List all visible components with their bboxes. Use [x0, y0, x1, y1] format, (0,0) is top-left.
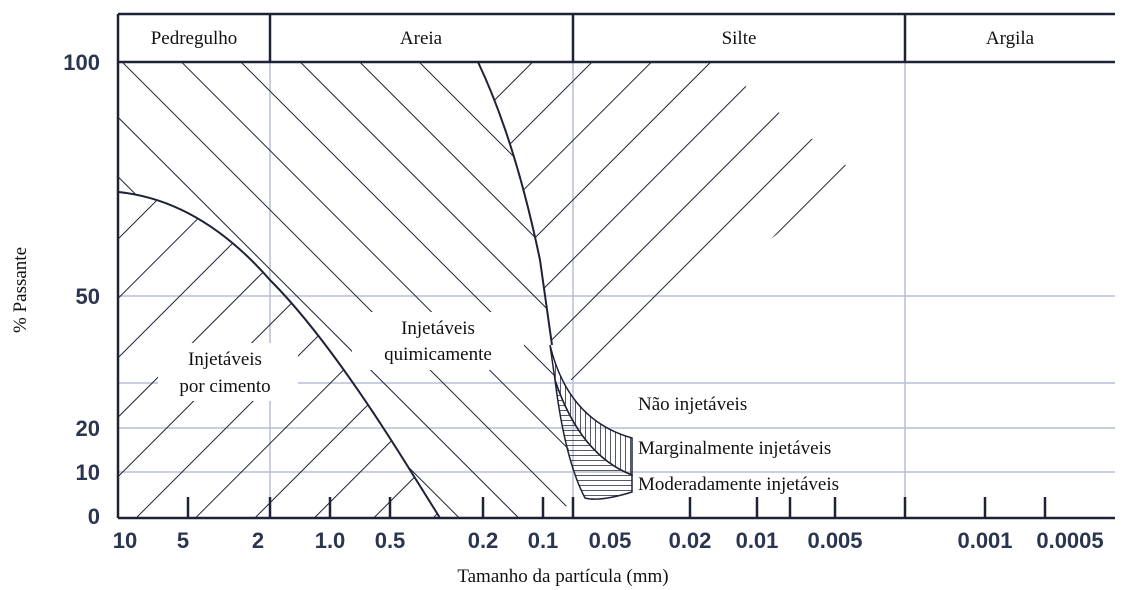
- y-labels: 100 50 20 10 0 % Passante: [10, 50, 100, 529]
- header: Pedregulho Areia Silte Argila: [151, 28, 1035, 49]
- not-zone: [478, 62, 858, 380]
- zones: [117, 61, 858, 519]
- zone-label: Areia: [400, 28, 443, 49]
- y-label: 20: [76, 416, 100, 441]
- x-label: 0.02: [669, 528, 712, 553]
- x-label: 0.1: [528, 528, 559, 553]
- region-labels: Injetáveis por cimento Injetáveis quimic…: [158, 312, 839, 495]
- x-label: 0.0005: [1036, 528, 1103, 553]
- x-title: Tamanho da partícula (mm): [457, 566, 668, 587]
- zone-label: Argila: [986, 28, 1035, 49]
- x-labels: 10 5 2 1.0 0.5 0.2 0.1 0.05 0.02 0.01 0.…: [113, 528, 1104, 587]
- x-label: 5: [177, 528, 189, 553]
- x-label: 0.2: [468, 528, 499, 553]
- x-label: 0.05: [589, 528, 632, 553]
- zone-label: Pedregulho: [151, 28, 238, 49]
- region-label: por cimento: [179, 376, 270, 397]
- x-label: 0.001: [957, 528, 1012, 553]
- x-label: 2: [252, 528, 264, 553]
- y-label: 0: [88, 504, 100, 529]
- y-label: 50: [76, 284, 100, 309]
- region-label: Injetáveis: [401, 318, 475, 339]
- y-title: % Passante: [10, 247, 31, 333]
- region-label: Moderadamente injetáveis: [638, 474, 839, 495]
- label-bg: [158, 343, 298, 401]
- region-label: Marginalmente injetáveis: [638, 438, 831, 459]
- x-label: 10: [113, 528, 137, 553]
- label-bg: [352, 312, 524, 370]
- x-label: 0.5: [375, 528, 406, 553]
- x-label: 0.01: [736, 528, 779, 553]
- x-label: 1.0: [315, 528, 346, 553]
- y-label: 10: [76, 460, 100, 485]
- region-label: quimicamente: [384, 344, 492, 365]
- moderate-zone: [554, 379, 633, 500]
- x-label: 0.005: [807, 528, 862, 553]
- boundary: [117, 61, 553, 519]
- zone-label: Silte: [722, 28, 757, 49]
- region-label: Injetáveis: [188, 349, 262, 370]
- chemical-zone: [118, 62, 585, 518]
- y-label: 100: [63, 50, 100, 75]
- frame: [116, 12, 1115, 520]
- region-label: Não injetáveis: [638, 394, 747, 415]
